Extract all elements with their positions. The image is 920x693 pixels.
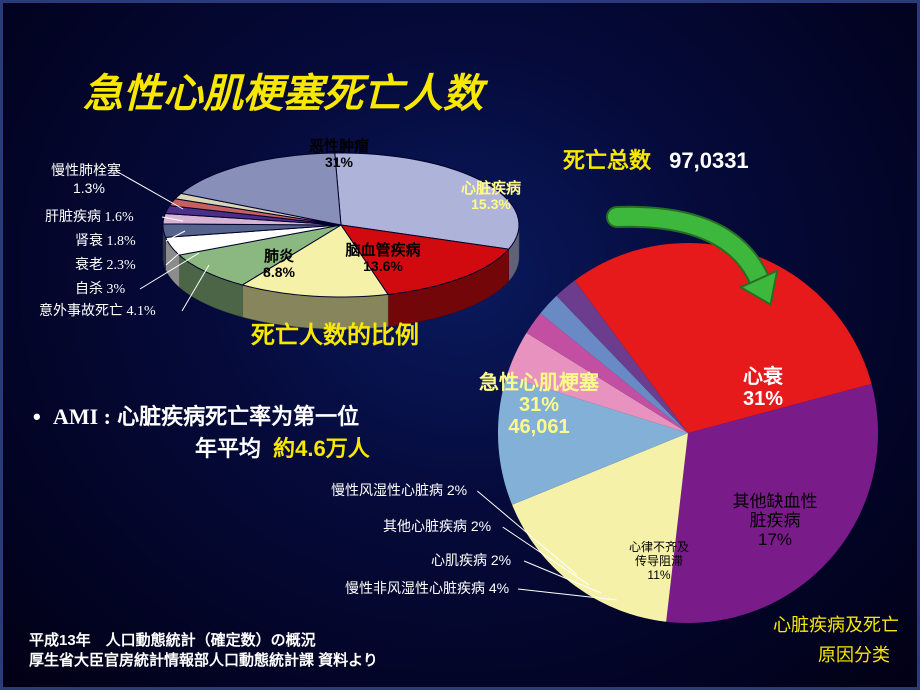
svg-text:8.8%: 8.8%: [263, 264, 295, 280]
svg-text:脏疾病: 脏疾病: [750, 511, 801, 530]
svg-text:慢性风湿性心脏病 2%: 慢性风湿性心脏病 2%: [331, 482, 467, 498]
svg-text:意外事故死亡 4.1%: 意外事故死亡 4.1%: [39, 302, 156, 319]
svg-text:其他心脏疾病 2%: 其他心脏疾病 2%: [383, 518, 491, 534]
svg-text:心律不齐及: 心律不齐及: [629, 539, 689, 554]
svg-text:慢性非风湿性心脏疾病 4%: 慢性非风湿性心脏疾病 4%: [345, 580, 509, 596]
source-note: 平成13年 人口動態統計（確定数）の概況 厚生省大臣官房統計情報部人口動態統計課…: [29, 631, 378, 670]
svg-text:脑血管疾病: 脑血管疾病: [345, 241, 420, 259]
total-label: 死亡总数 97,0331: [563, 143, 749, 175]
svg-text:慢性肺栓塞: 慢性肺栓塞: [51, 162, 121, 179]
svg-text:11%: 11%: [647, 568, 670, 582]
svg-text:1.3%: 1.3%: [73, 180, 105, 196]
main-title: 急性心肌梗塞死亡人数: [83, 61, 483, 119]
ami-line1: • AMI : 心脏疾病死亡率为第一位: [33, 399, 359, 431]
svg-text:肾衰 1.8%: 肾衰 1.8%: [75, 232, 136, 249]
svg-text:恶性肿瘤: 恶性肿瘤: [309, 137, 369, 155]
svg-text:17%: 17%: [758, 530, 792, 549]
ami-line2: 年平均 約4.6万人: [195, 431, 370, 463]
subtitle-proportion: 死亡人数的比例: [251, 315, 419, 350]
svg-text:衰老 2.3%: 衰老 2.3%: [75, 256, 136, 273]
svg-text:心肌疾病 2%: 心肌疾病 2%: [431, 552, 511, 568]
svg-text:31%: 31%: [519, 394, 559, 416]
svg-text:传导阻滞: 传导阻滞: [635, 553, 683, 568]
svg-text:心脏疾病: 心脏疾病: [461, 179, 521, 197]
svg-text:13.6%: 13.6%: [363, 258, 403, 274]
svg-text:肝脏疾病 1.6%: 肝脏疾病 1.6%: [45, 209, 134, 225]
svg-text:自杀 3%: 自杀 3%: [75, 281, 125, 297]
subtitle-legend2: 原因分类: [818, 641, 890, 667]
svg-text:46,061: 46,061: [508, 416, 569, 438]
svg-text:心衰: 心衰: [743, 364, 784, 388]
svg-text:31%: 31%: [325, 154, 354, 170]
svg-text:急性心肌梗塞: 急性心肌梗塞: [479, 370, 600, 394]
svg-text:15.3%: 15.3%: [471, 196, 511, 212]
subtitle-legend1: 心脏疾病及死亡: [773, 611, 899, 637]
svg-text:肺炎: 肺炎: [264, 247, 294, 265]
svg-text:其他缺血性: 其他缺血性: [733, 492, 818, 511]
svg-text:31%: 31%: [743, 388, 783, 410]
